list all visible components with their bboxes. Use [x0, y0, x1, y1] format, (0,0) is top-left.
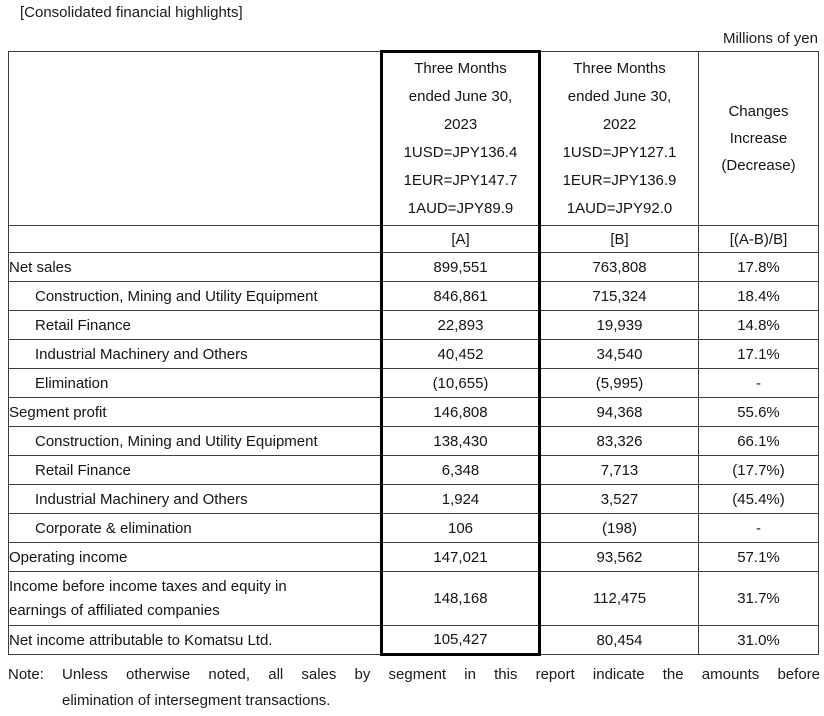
table-row-income-before-taxes: Income before income taxes and equity in…: [8, 571, 819, 626]
row-label: Income before income taxes and equity in…: [8, 571, 382, 626]
table-row-net-sales: Net sales 899,551 763,808 17.8%: [8, 252, 819, 282]
value-a: 105,427: [380, 625, 541, 656]
key-empty-cell: [8, 225, 382, 253]
table-header-row: Three Months ended June 30, 2023 1USD=JP…: [8, 50, 819, 226]
value-b: 3,527: [539, 484, 699, 514]
header-period-a: Three Months ended June 30, 2023 1USD=JP…: [380, 50, 541, 226]
period-a-line3: 2023: [443, 116, 478, 133]
period-a-line2: ended June 30,: [408, 88, 513, 105]
changes-line3: (Decrease): [721, 157, 796, 174]
header-empty-cell: [8, 51, 382, 226]
header-changes: Changes Increase (Decrease): [698, 51, 819, 226]
key-changes: [(A-B)/B]: [698, 225, 819, 253]
value-b: 93,562: [539, 542, 699, 572]
value-a: 146,808: [380, 397, 541, 427]
value-b: 112,475: [539, 571, 699, 626]
value-change: (17.7%): [698, 455, 819, 485]
changes-line2: Increase: [729, 130, 788, 147]
value-change: (45.4%): [698, 484, 819, 514]
value-change: -: [698, 513, 819, 543]
value-a: 846,861: [380, 281, 541, 311]
value-a: 6,348: [380, 455, 541, 485]
value-a: (10,655): [380, 368, 541, 398]
footnote: Note: Unless otherwise noted, all sales …: [8, 662, 820, 714]
value-change: 66.1%: [698, 426, 819, 456]
key-a: [A]: [380, 225, 541, 253]
row-label: Corporate & elimination: [8, 513, 382, 543]
table-row-cmue-sales: Construction, Mining and Utility Equipme…: [8, 281, 819, 311]
table-key-row: [A] [B] [(A-B)/B]: [8, 225, 819, 253]
value-b: 83,326: [539, 426, 699, 456]
row-label: Construction, Mining and Utility Equipme…: [8, 281, 382, 311]
period-b-line3: 2022: [602, 115, 637, 133]
row-label: Retail Finance: [8, 310, 382, 340]
period-b-usd-rate: 1USD=JPY127.1: [562, 143, 677, 161]
value-a: 1,924: [380, 484, 541, 514]
table-row-net-income: Net income attributable to Komatsu Ltd. …: [8, 625, 819, 656]
period-b-line2: ended June 30,: [567, 87, 672, 105]
value-a: 22,893: [380, 310, 541, 340]
row-label: Construction, Mining and Utility Equipme…: [8, 426, 382, 456]
value-change: 18.4%: [698, 281, 819, 311]
value-change: 14.8%: [698, 310, 819, 340]
value-b: (198): [539, 513, 699, 543]
value-a: 40,452: [380, 339, 541, 369]
key-b: [B]: [539, 225, 699, 253]
value-b: 80,454: [539, 625, 699, 655]
table-row-industrial-machinery-sales: Industrial Machinery and Others 40,452 3…: [8, 339, 819, 369]
header-period-b: Three Months ended June 30, 2022 1USD=JP…: [539, 51, 699, 226]
value-b: 34,540: [539, 339, 699, 369]
period-a-eur-rate: 1EUR=JPY147.7: [403, 172, 518, 189]
row-label: Net income attributable to Komatsu Ltd.: [8, 625, 382, 655]
value-a: 138,430: [380, 426, 541, 456]
value-b: 763,808: [539, 252, 699, 282]
period-a-line1: Three Months: [414, 60, 507, 77]
row-label: Industrial Machinery and Others: [8, 484, 382, 514]
table-row-elimination: Elimination (10,655) (5,995) -: [8, 368, 819, 398]
period-a-aud-rate: 1AUD=JPY89.9: [407, 200, 514, 217]
row-label: Retail Finance: [8, 455, 382, 485]
value-b: 715,324: [539, 281, 699, 311]
value-b: 94,368: [539, 397, 699, 427]
table-row-corporate-elimination: Corporate & elimination 106 (198) -: [8, 513, 819, 543]
row-label: Segment profit: [8, 397, 382, 427]
unit-label: Millions of yen: [722, 30, 818, 47]
value-change: 17.1%: [698, 339, 819, 369]
period-b-line1: Three Months: [573, 59, 666, 77]
value-change: 55.6%: [698, 397, 819, 427]
table-row-retail-finance-profit: Retail Finance 6,348 7,713 (17.7%): [8, 455, 819, 485]
row-label: Net sales: [8, 252, 382, 282]
value-a: 147,021: [380, 542, 541, 572]
footnote-line1: Note: Unless otherwise noted, all sales …: [8, 666, 820, 683]
table-row-segment-profit: Segment profit 146,808 94,368 55.6%: [8, 397, 819, 427]
value-change: 57.1%: [698, 542, 819, 572]
table-row-retail-finance-sales: Retail Finance 22,893 19,939 14.8%: [8, 310, 819, 340]
footnote-line2: elimination of intersegment transactions…: [62, 692, 331, 709]
row-label: Elimination: [8, 368, 382, 398]
row-label: Industrial Machinery and Others: [8, 339, 382, 369]
value-a: 899,551: [380, 252, 541, 282]
table-row-industrial-machinery-profit: Industrial Machinery and Others 1,924 3,…: [8, 484, 819, 514]
period-b-aud-rate: 1AUD=JPY92.0: [566, 199, 673, 217]
value-b: 7,713: [539, 455, 699, 485]
financial-highlights-table: Three Months ended June 30, 2023 1USD=JP…: [8, 50, 819, 656]
changes-line1: Changes: [728, 103, 789, 120]
period-a-usd-rate: 1USD=JPY136.4: [403, 144, 518, 161]
table-row-cmue-profit: Construction, Mining and Utility Equipme…: [8, 426, 819, 456]
period-b-eur-rate: 1EUR=JPY136.9: [562, 171, 677, 189]
value-a: 148,168: [380, 571, 541, 626]
value-change: -: [698, 368, 819, 398]
row-label-text: Income before income taxes and equity in…: [9, 577, 287, 619]
value-change: 31.0%: [698, 625, 819, 655]
page-title: [Consolidated financial highlights]: [20, 4, 243, 21]
value-b: 19,939: [539, 310, 699, 340]
value-b: (5,995): [539, 368, 699, 398]
row-label: Operating income: [8, 542, 382, 572]
table-row-operating-income: Operating income 147,021 93,562 57.1%: [8, 542, 819, 572]
value-a: 106: [380, 513, 541, 543]
value-change: 31.7%: [698, 571, 819, 626]
value-change: 17.8%: [698, 252, 819, 282]
